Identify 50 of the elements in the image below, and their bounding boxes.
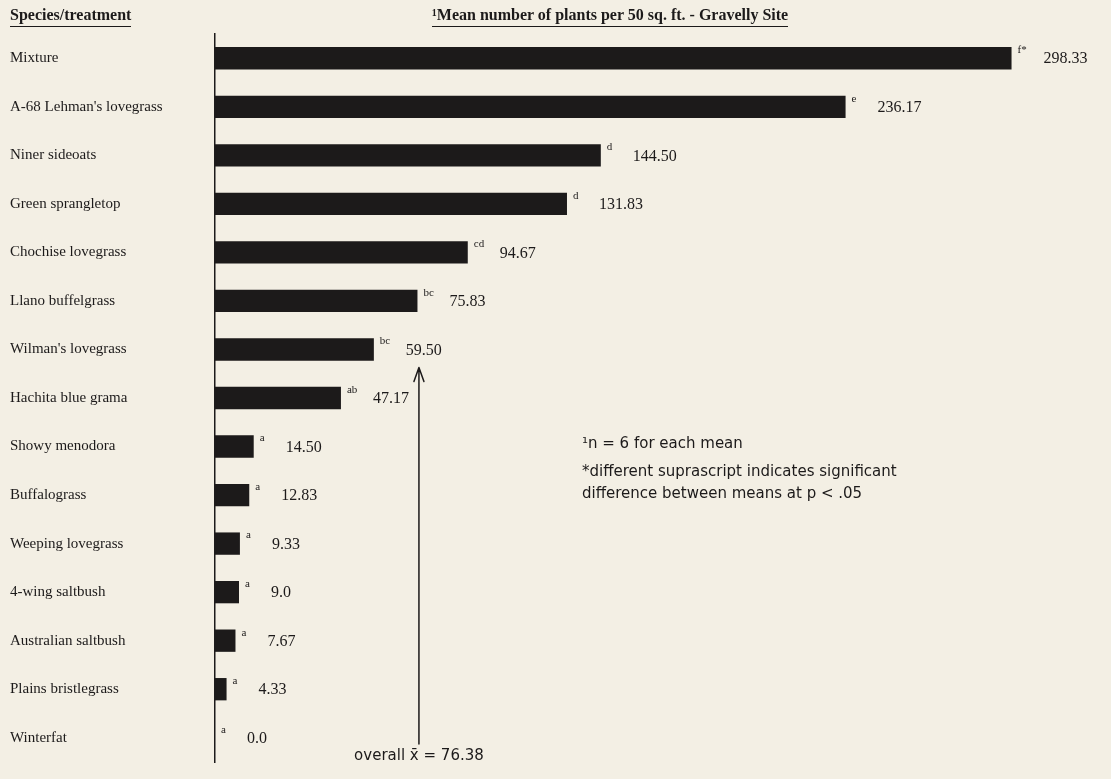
y-tick-label: Weeping lovegrass bbox=[10, 534, 124, 551]
ref-line-label: overall x̄ = 76.38 bbox=[354, 745, 484, 764]
data-label: 12.83 bbox=[281, 486, 318, 504]
y-tick-label: Llano buffelgrass bbox=[10, 291, 116, 308]
data-label: 144.50 bbox=[632, 146, 677, 164]
annotation: f* bbox=[1017, 43, 1027, 56]
data-label: 94.67 bbox=[499, 243, 536, 261]
y-tick-label: Chochise lovegrass bbox=[10, 243, 127, 260]
chart-title: ¹Mean number of plants per 50 sq. ft. - Gravelly Site bbox=[432, 6, 789, 27]
y-tick-label: Mixture bbox=[10, 49, 59, 66]
annotation: d bbox=[572, 188, 579, 201]
annotation: a bbox=[245, 577, 251, 590]
y-tick-label: 4-wing saltbush bbox=[10, 583, 106, 600]
data-label: 131.83 bbox=[598, 195, 643, 213]
annotation: a bbox=[259, 431, 265, 444]
annotation: cd bbox=[473, 237, 485, 250]
annotation: a bbox=[255, 479, 261, 492]
y-axis-title: Species/treatment bbox=[10, 6, 132, 27]
y-tick-label: Winterfat bbox=[10, 728, 68, 745]
y-tick-label: A-68 Lehman's lovegrass bbox=[10, 97, 163, 114]
y-tick-label: Niner sideoats bbox=[10, 146, 97, 163]
y-tick-label: Australian saltbush bbox=[10, 631, 126, 648]
annotation: a bbox=[232, 674, 238, 687]
annotation: d bbox=[606, 140, 613, 153]
annotation: e bbox=[851, 91, 857, 104]
y-tick-label: Green sprangletop bbox=[10, 194, 121, 211]
y-tick-label: Plains bristlegrass bbox=[10, 680, 119, 697]
data-label: 4.33 bbox=[258, 680, 287, 698]
data-label: 59.50 bbox=[405, 340, 442, 358]
annotation: ¹n = 6 for each mean bbox=[582, 433, 744, 454]
data-label: 0.0 bbox=[247, 728, 267, 746]
annotation: bc bbox=[423, 285, 434, 298]
annotation: a bbox=[245, 528, 251, 541]
data-label: 75.83 bbox=[449, 292, 486, 310]
data-label: 298.33 bbox=[1043, 49, 1088, 67]
data-label: 236.17 bbox=[877, 98, 922, 115]
data-label: 47.17 bbox=[372, 389, 409, 407]
data-label: 14.50 bbox=[285, 437, 322, 455]
y-tick-label: Buffalograss bbox=[10, 486, 87, 502]
annotation: bc bbox=[379, 334, 391, 347]
data-label: 7.67 bbox=[267, 631, 296, 649]
y-tick-label: Hachita blue grama bbox=[10, 388, 128, 405]
y-tick-label: Wilman's lovegrass bbox=[10, 340, 127, 357]
y-tick-label: Showy menodora bbox=[10, 437, 116, 454]
annotation: a bbox=[241, 625, 247, 638]
data-label: 9.0 bbox=[271, 583, 292, 601]
data-label: 9.33 bbox=[271, 534, 300, 552]
annotation: a bbox=[221, 722, 226, 735]
annotation: *different suprascript indicates significant difference between means at p < .05 bbox=[582, 461, 898, 504]
annotation: ab bbox=[346, 382, 358, 395]
